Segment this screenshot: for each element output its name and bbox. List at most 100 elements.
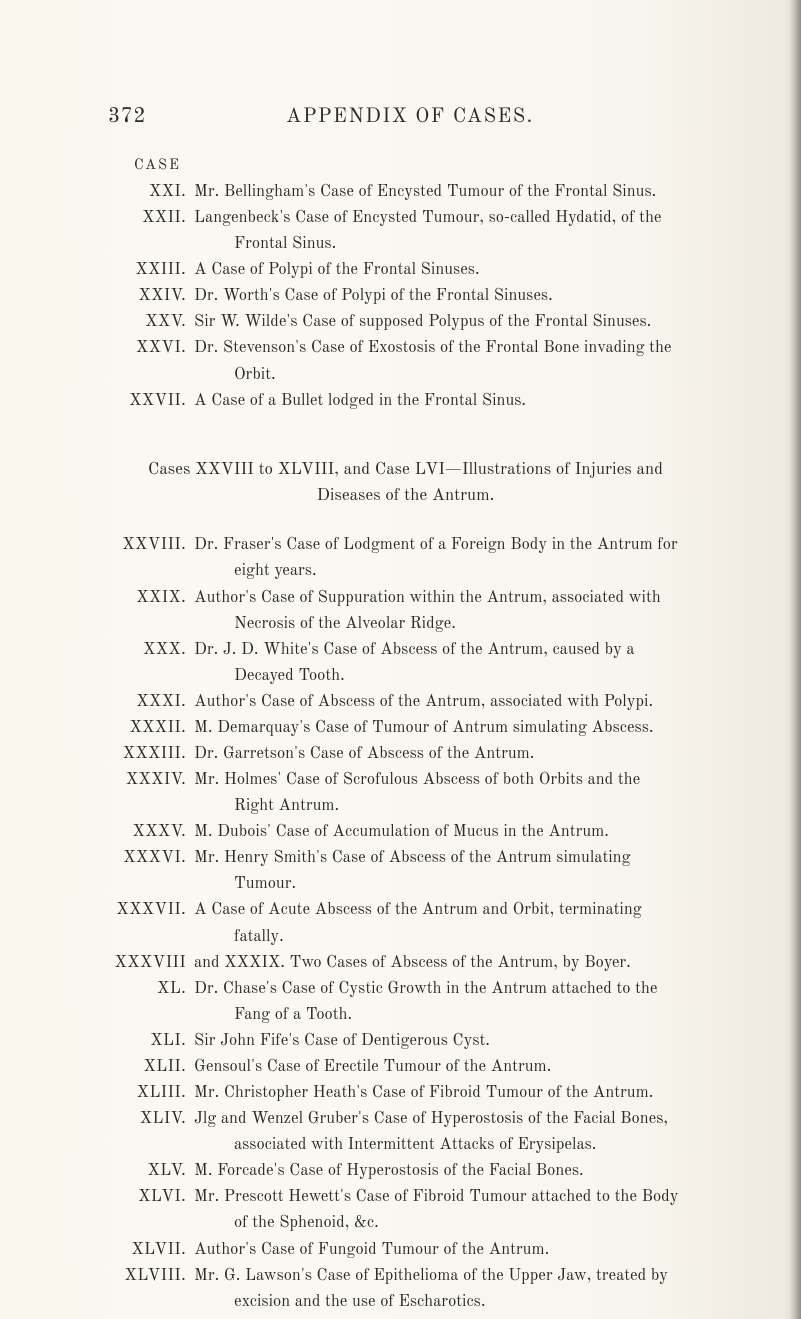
case-entry: XLV.M. Forcade's Case of Hyperostosis of… [108,1158,703,1183]
page: 372 APPENDIX OF CASES. CASE XXI.Mr. Bell… [0,0,801,1319]
case-entry: XXIX.Author's Case of Suppuration within… [108,585,703,610]
entries-block-b: XXVIII.Dr. Fraser's Case of Lodgment of … [108,532,703,1313]
case-entry-continuation: excision and the use of Escharotics. [108,1289,703,1314]
case-roman: XLVII. [108,1237,194,1262]
case-description: Author's Case of Fungoid Tumour of the A… [194,1237,703,1262]
case-roman: XLII. [108,1054,194,1079]
case-roman: XLIII. [108,1080,194,1105]
case-roman: XXVII. [108,388,194,413]
case-roman: XXXIII. [108,741,194,766]
case-entry: XXVI.Dr. Stevenson's Case of Exostosis o… [108,335,703,360]
case-entry-continuation: associated with Intermittent Attacks of … [108,1132,703,1157]
case-entry: XL.Dr. Chase's Case of Cystic Growth in … [108,976,703,1001]
section-title-line1: Cases XXVIII to XLVIII, and Case LVI—Ill… [148,462,663,479]
case-roman: XXVI. [108,335,194,360]
case-description-wrap: associated with Intermittent Attacks of … [194,1132,703,1157]
case-entry: XLIII.Mr. Christopher Heath's Case of Fi… [108,1080,703,1105]
case-roman: XLIV. [108,1106,194,1131]
case-entry: XXVII.A Case of a Bullet lodged in the F… [108,388,703,413]
case-entry-continuation: of the Sphenoid, &c. [108,1210,703,1235]
case-entry: XXX.Dr. J. D. White's Case of Abscess of… [108,637,703,662]
case-description: A Case of Acute Abscess of the Antrum an… [194,897,703,922]
case-description: Author's Case of Suppuration within the … [194,585,703,610]
case-description: Sir John Fife's Case of Dentigerous Cyst… [194,1028,703,1053]
section-title: Cases XXVIII to XLVIII, and Case LVI—Ill… [148,458,663,511]
case-description: A Case of a Bullet lodged in the Frontal… [194,388,703,413]
case-entry: XXIV.Dr. Worth's Case of Polypi of the F… [108,283,703,308]
case-description-wrap: Fang of a Tooth. [194,1002,703,1027]
case-roman: XXIX. [108,585,194,610]
case-entry: XXVIII.Dr. Fraser's Case of Lodgment of … [108,532,703,557]
case-entry: XLII.Gensoul's Case of Erectile Tumour o… [108,1054,703,1079]
case-entry: XXV.Sir W. Wilde's Case of supposed Poly… [108,309,703,334]
case-description: Dr. Chase's Case of Cystic Growth in the… [194,976,703,1001]
case-description: Dr. Stevenson's Case of Exostosis of the… [194,335,703,360]
case-entry-continuation: Tumour. [108,871,703,896]
case-roman: XXXI. [108,689,194,714]
case-entry: XXXVI.Mr. Henry Smith's Case of Abscess … [108,845,703,870]
case-entry: XXXI.Author's Case of Abscess of the Ant… [108,689,703,714]
case-description-wrap: Right Antrum. [194,793,703,818]
section-title-line2: Diseases of the Antrum. [317,488,495,505]
case-description-wrap: Necrosis of the Alveolar Ridge. [194,611,703,636]
case-entry-continuation: Fang of a Tooth. [108,1002,703,1027]
case-description: M. Forcade's Case of Hyperostosis of the… [194,1158,703,1183]
case-description: Dr. Garretson's Case of Abscess of the A… [194,741,703,766]
case-description: Mr. Christopher Heath's Case of Fibroid … [194,1080,703,1105]
case-description-wrap: eight years. [194,558,703,583]
case-roman: XL. [108,976,194,1001]
case-roman: XXVIII. [108,532,194,557]
case-entry-continuation: Right Antrum. [108,793,703,818]
case-description: and XXXIX. Two Cases of Abscess of the A… [194,950,703,975]
case-description: M. Demarquay's Case of Tumour of Antrum … [194,715,703,740]
header-title: APPENDIX OF CASES. [286,105,534,130]
case-description: Author's Case of Abscess of the Antrum, … [194,689,703,714]
case-description-wrap: Orbit. [194,362,703,387]
case-description: Sir W. Wilde's Case of supposed Polypus … [194,309,703,334]
case-roman: XXI. [108,179,194,204]
case-entry-continuation: Frontal Sinus. [108,231,703,256]
entries-block-a: XXI.Mr. Bellingham's Case of Encysted Tu… [108,179,703,413]
case-entry: XLI.Sir John Fife's Case of Dentigerous … [108,1028,703,1053]
case-entry: XXXVII.A Case of Acute Abscess of the An… [108,897,703,922]
case-entry: XLIV.Jlg and Wenzel Gruber's Case of Hyp… [108,1106,703,1131]
running-head: 372 APPENDIX OF CASES. [108,104,703,130]
case-description-wrap: Decayed Tooth. [194,663,703,688]
case-roman: XXXVIII [108,950,194,975]
page-number: 372 [108,104,146,130]
case-roman: XLVIII. [108,1263,194,1288]
case-label: CASE [134,158,703,175]
case-roman: XXII. [108,205,194,230]
case-entry: XXIII.A Case of Polypi of the Frontal Si… [108,257,703,282]
case-roman: XXX. [108,637,194,662]
case-description: Dr. Fraser's Case of Lodgment of a Forei… [194,532,703,557]
case-entry: XXXIV.Mr. Holmes' Case of Scrofulous Abs… [108,767,703,792]
case-entry: XLVII.Author's Case of Fungoid Tumour of… [108,1237,703,1262]
case-description-wrap: of the Sphenoid, &c. [194,1210,703,1235]
case-description: Mr. Bellingham's Case of Encysted Tumour… [194,179,703,204]
case-entry: XXI.Mr. Bellingham's Case of Encysted Tu… [108,179,703,204]
case-entry-continuation: Necrosis of the Alveolar Ridge. [108,611,703,636]
case-entry-continuation: Orbit. [108,362,703,387]
case-entry: XLVI.Mr. Prescott Hewett's Case of Fibro… [108,1184,703,1209]
case-roman: XLVI. [108,1184,194,1209]
case-description: Jlg and Wenzel Gruber's Case of Hyperost… [194,1106,703,1131]
case-description: Gensoul's Case of Erectile Tumour of the… [194,1054,703,1079]
case-description-wrap: Tumour. [194,871,703,896]
case-description: Dr. Worth's Case of Polypi of the Fronta… [194,283,703,308]
case-entry: XXXIII.Dr. Garretson's Case of Abscess o… [108,741,703,766]
case-description: Mr. Prescott Hewett's Case of Fibroid Tu… [194,1184,703,1209]
case-description: Dr. J. D. White's Case of Abscess of the… [194,637,703,662]
case-description: Mr. G. Lawson's Case of Epithelioma of t… [194,1263,703,1288]
case-roman: XLV. [108,1158,194,1183]
case-roman: XXXII. [108,715,194,740]
case-roman: XXXV. [108,819,194,844]
case-description-wrap: fatally. [194,924,703,949]
case-description: Mr. Henry Smith's Case of Abscess of the… [194,845,703,870]
case-description: Langenbeck's Case of Encysted Tumour, so… [194,205,703,230]
case-description: M. Dubois' Case of Accumulation of Mucus… [194,819,703,844]
case-roman: XXXIV. [108,767,194,792]
case-description-wrap: Frontal Sinus. [194,231,703,256]
case-entry: XXXII.M. Demarquay's Case of Tumour of A… [108,715,703,740]
case-entry: XXXV.M. Dubois' Case of Accumulation of … [108,819,703,844]
